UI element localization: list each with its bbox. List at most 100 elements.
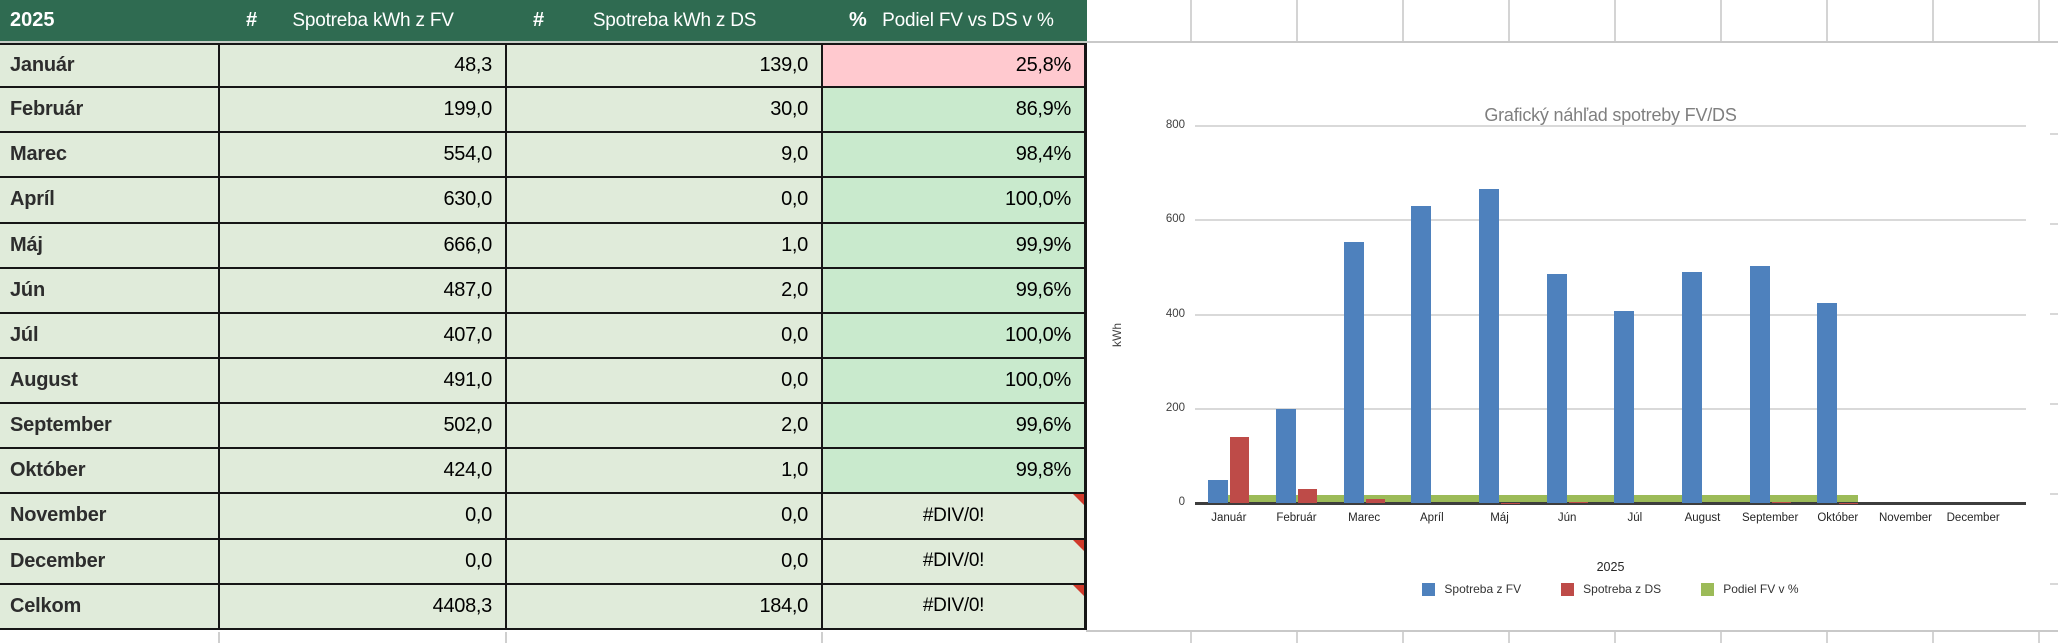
fv-value-cell[interactable]: 502,0: [220, 404, 507, 448]
fv-value-cell[interactable]: 4408,3: [220, 584, 507, 628]
bar-fv[interactable]: [1749, 266, 1770, 503]
fv-value-cell[interactable]: 407,0: [220, 313, 507, 357]
month-cell[interactable]: November: [0, 494, 220, 538]
fv-value-cell[interactable]: 48,3: [220, 45, 507, 87]
podiel-value-cell[interactable]: 86,9%: [823, 88, 1087, 132]
month-cell[interactable]: Apríl: [0, 178, 220, 222]
consumption-table: 2025 # Spotreba kWh z FV # Spotreba kWh …: [0, 0, 1087, 630]
bar-fv[interactable]: [1479, 189, 1499, 503]
fv-value-cell[interactable]: 199,0: [220, 88, 507, 132]
y-tick-label: 600: [1165, 213, 1185, 226]
bar-podiel-strip[interactable]: [1208, 494, 1859, 502]
x-tick-label: Júl: [1627, 512, 1643, 524]
bar-fv[interactable]: [1614, 311, 1635, 503]
bar-fv[interactable]: [1817, 303, 1838, 503]
ds-value-cell[interactable]: 0,0: [507, 358, 823, 403]
fv-value-cell[interactable]: 491,0: [220, 358, 507, 403]
legend-item[interactable]: Spotreba z DS: [1561, 582, 1661, 596]
podiel-value-cell[interactable]: 25,8%: [823, 45, 1087, 87]
month-cell[interactable]: Október: [0, 449, 220, 493]
ds-value-cell[interactable]: 2,0: [507, 404, 823, 448]
table-row: August 491,0 0,0 100,0%: [0, 358, 1087, 405]
fv-value-cell[interactable]: 630,0: [220, 178, 507, 222]
podiel-value-cell[interactable]: 100,0%: [823, 358, 1087, 403]
bar-ds[interactable]: [1568, 502, 1588, 503]
chart-title: Grafický náhľad spotreby FV/DS: [1484, 105, 1737, 125]
ds-value-cell[interactable]: 1,0: [507, 449, 823, 493]
ds-value-cell[interactable]: 139,0: [507, 45, 823, 87]
podiel-value-cell[interactable]: 100,0%: [823, 178, 1087, 222]
fv-value-cell[interactable]: 0,0: [220, 539, 507, 583]
table-row: Apríl 630,0 0,0 100,0%: [0, 178, 1087, 224]
ds-value-cell[interactable]: 184,0: [507, 584, 823, 628]
month-cell[interactable]: Celkom: [0, 584, 220, 628]
month-cell[interactable]: Január: [0, 45, 220, 87]
month-cell[interactable]: December: [0, 539, 220, 583]
bar-ds[interactable]: [1365, 498, 1385, 503]
month-cell[interactable]: August: [0, 358, 220, 403]
bar-fv[interactable]: [1546, 273, 1567, 503]
header-cell-fv[interactable]: # Spotreba kWh z FV: [220, 0, 507, 41]
ds-value-cell[interactable]: 0,0: [507, 178, 823, 222]
legend-item[interactable]: Spotreba z FV: [1422, 582, 1521, 596]
table-row: Celkom 4408,3 184,0 #DIV/0!: [0, 584, 1087, 630]
month-cell[interactable]: Máj: [0, 223, 220, 267]
bar-fv[interactable]: [1682, 271, 1702, 503]
bar-fv[interactable]: [1276, 409, 1296, 503]
ds-value-cell[interactable]: 1,0: [507, 223, 823, 267]
x-tick-label: December: [1946, 512, 2000, 524]
sheet-gridline-stub: [821, 632, 823, 643]
bar-fv[interactable]: [1343, 241, 1364, 503]
table-header-row: 2025 # Spotreba kWh z FV # Spotreba kWh …: [0, 0, 1087, 43]
bar-ds[interactable]: [1230, 437, 1250, 503]
bar-ds[interactable]: [1298, 488, 1317, 503]
header-label-ds: Spotreba kWh z DS: [592, 9, 757, 31]
fv-value-cell[interactable]: 0,0: [220, 494, 507, 538]
month-cell[interactable]: Február: [0, 88, 220, 132]
fv-value-cell[interactable]: 424,0: [220, 449, 507, 493]
ds-value-cell[interactable]: 30,0: [507, 88, 823, 132]
podiel-value-cell[interactable]: 99,9%: [823, 223, 1087, 267]
error-corner-icon: [1073, 584, 1084, 596]
podiel-value-cell[interactable]: #DIV/0!: [823, 539, 1087, 583]
header-label-fv: Spotreba kWh z FV: [292, 9, 454, 31]
ds-value-cell[interactable]: 9,0: [507, 133, 823, 177]
number-sign-icon: #: [533, 9, 545, 31]
podiel-value-cell[interactable]: #DIV/0!: [823, 584, 1087, 628]
podiel-value-cell[interactable]: #DIV/0!: [823, 494, 1087, 538]
ds-value-cell[interactable]: 0,0: [507, 539, 823, 583]
month-cell[interactable]: September: [0, 404, 220, 448]
ds-value-cell[interactable]: 0,0: [507, 494, 823, 538]
x-tick-label: Február: [1276, 512, 1317, 524]
bar-ds[interactable]: [1771, 502, 1791, 503]
chart-object[interactable]: Grafický náhľad spotreby FV/DS kWh 2025 …: [1090, 45, 2035, 630]
legend-swatch-icon: [1561, 582, 1575, 596]
bar-fv[interactable]: [1208, 480, 1229, 503]
table-row: September 502,0 2,0 99,6%: [0, 404, 1087, 450]
fv-value-cell[interactable]: 666,0: [220, 223, 507, 267]
year-header-cell[interactable]: 2025: [10, 9, 55, 31]
gridline: [1195, 219, 2026, 222]
ds-value-cell[interactable]: 0,0: [507, 313, 823, 357]
podiel-value-cell[interactable]: 99,6%: [823, 404, 1087, 448]
table-body: Január 48,3 139,0 25,8% Február 199,0 30,0 86,9…: [0, 43, 1087, 630]
header-cell-podiel[interactable]: % Podiel FV vs DS v %: [823, 0, 1087, 41]
x-axis-line: [1195, 501, 2026, 505]
sheet-gridlines-right: [2050, 45, 2058, 630]
month-cell[interactable]: Júl: [0, 313, 220, 357]
table-row: Január 48,3 139,0 25,8%: [0, 43, 1087, 89]
podiel-value-cell[interactable]: 99,6%: [823, 268, 1087, 312]
fv-value-cell[interactable]: 487,0: [220, 268, 507, 312]
legend-item[interactable]: Podiel FV v %: [1701, 582, 1799, 596]
podiel-value-cell[interactable]: 98,4%: [823, 133, 1087, 177]
legend-swatch-icon: [1701, 582, 1715, 596]
ds-value-cell[interactable]: 2,0: [507, 268, 823, 312]
podiel-value-cell[interactable]: 99,8%: [823, 449, 1087, 493]
month-cell[interactable]: Marec: [0, 133, 220, 177]
header-cell-ds[interactable]: # Spotreba kWh z DS: [507, 0, 823, 41]
podiel-value-cell[interactable]: 100,0%: [823, 313, 1087, 357]
fv-value-cell[interactable]: 554,0: [220, 133, 507, 177]
bar-fv[interactable]: [1411, 206, 1432, 503]
month-cell[interactable]: Jún: [0, 268, 220, 312]
